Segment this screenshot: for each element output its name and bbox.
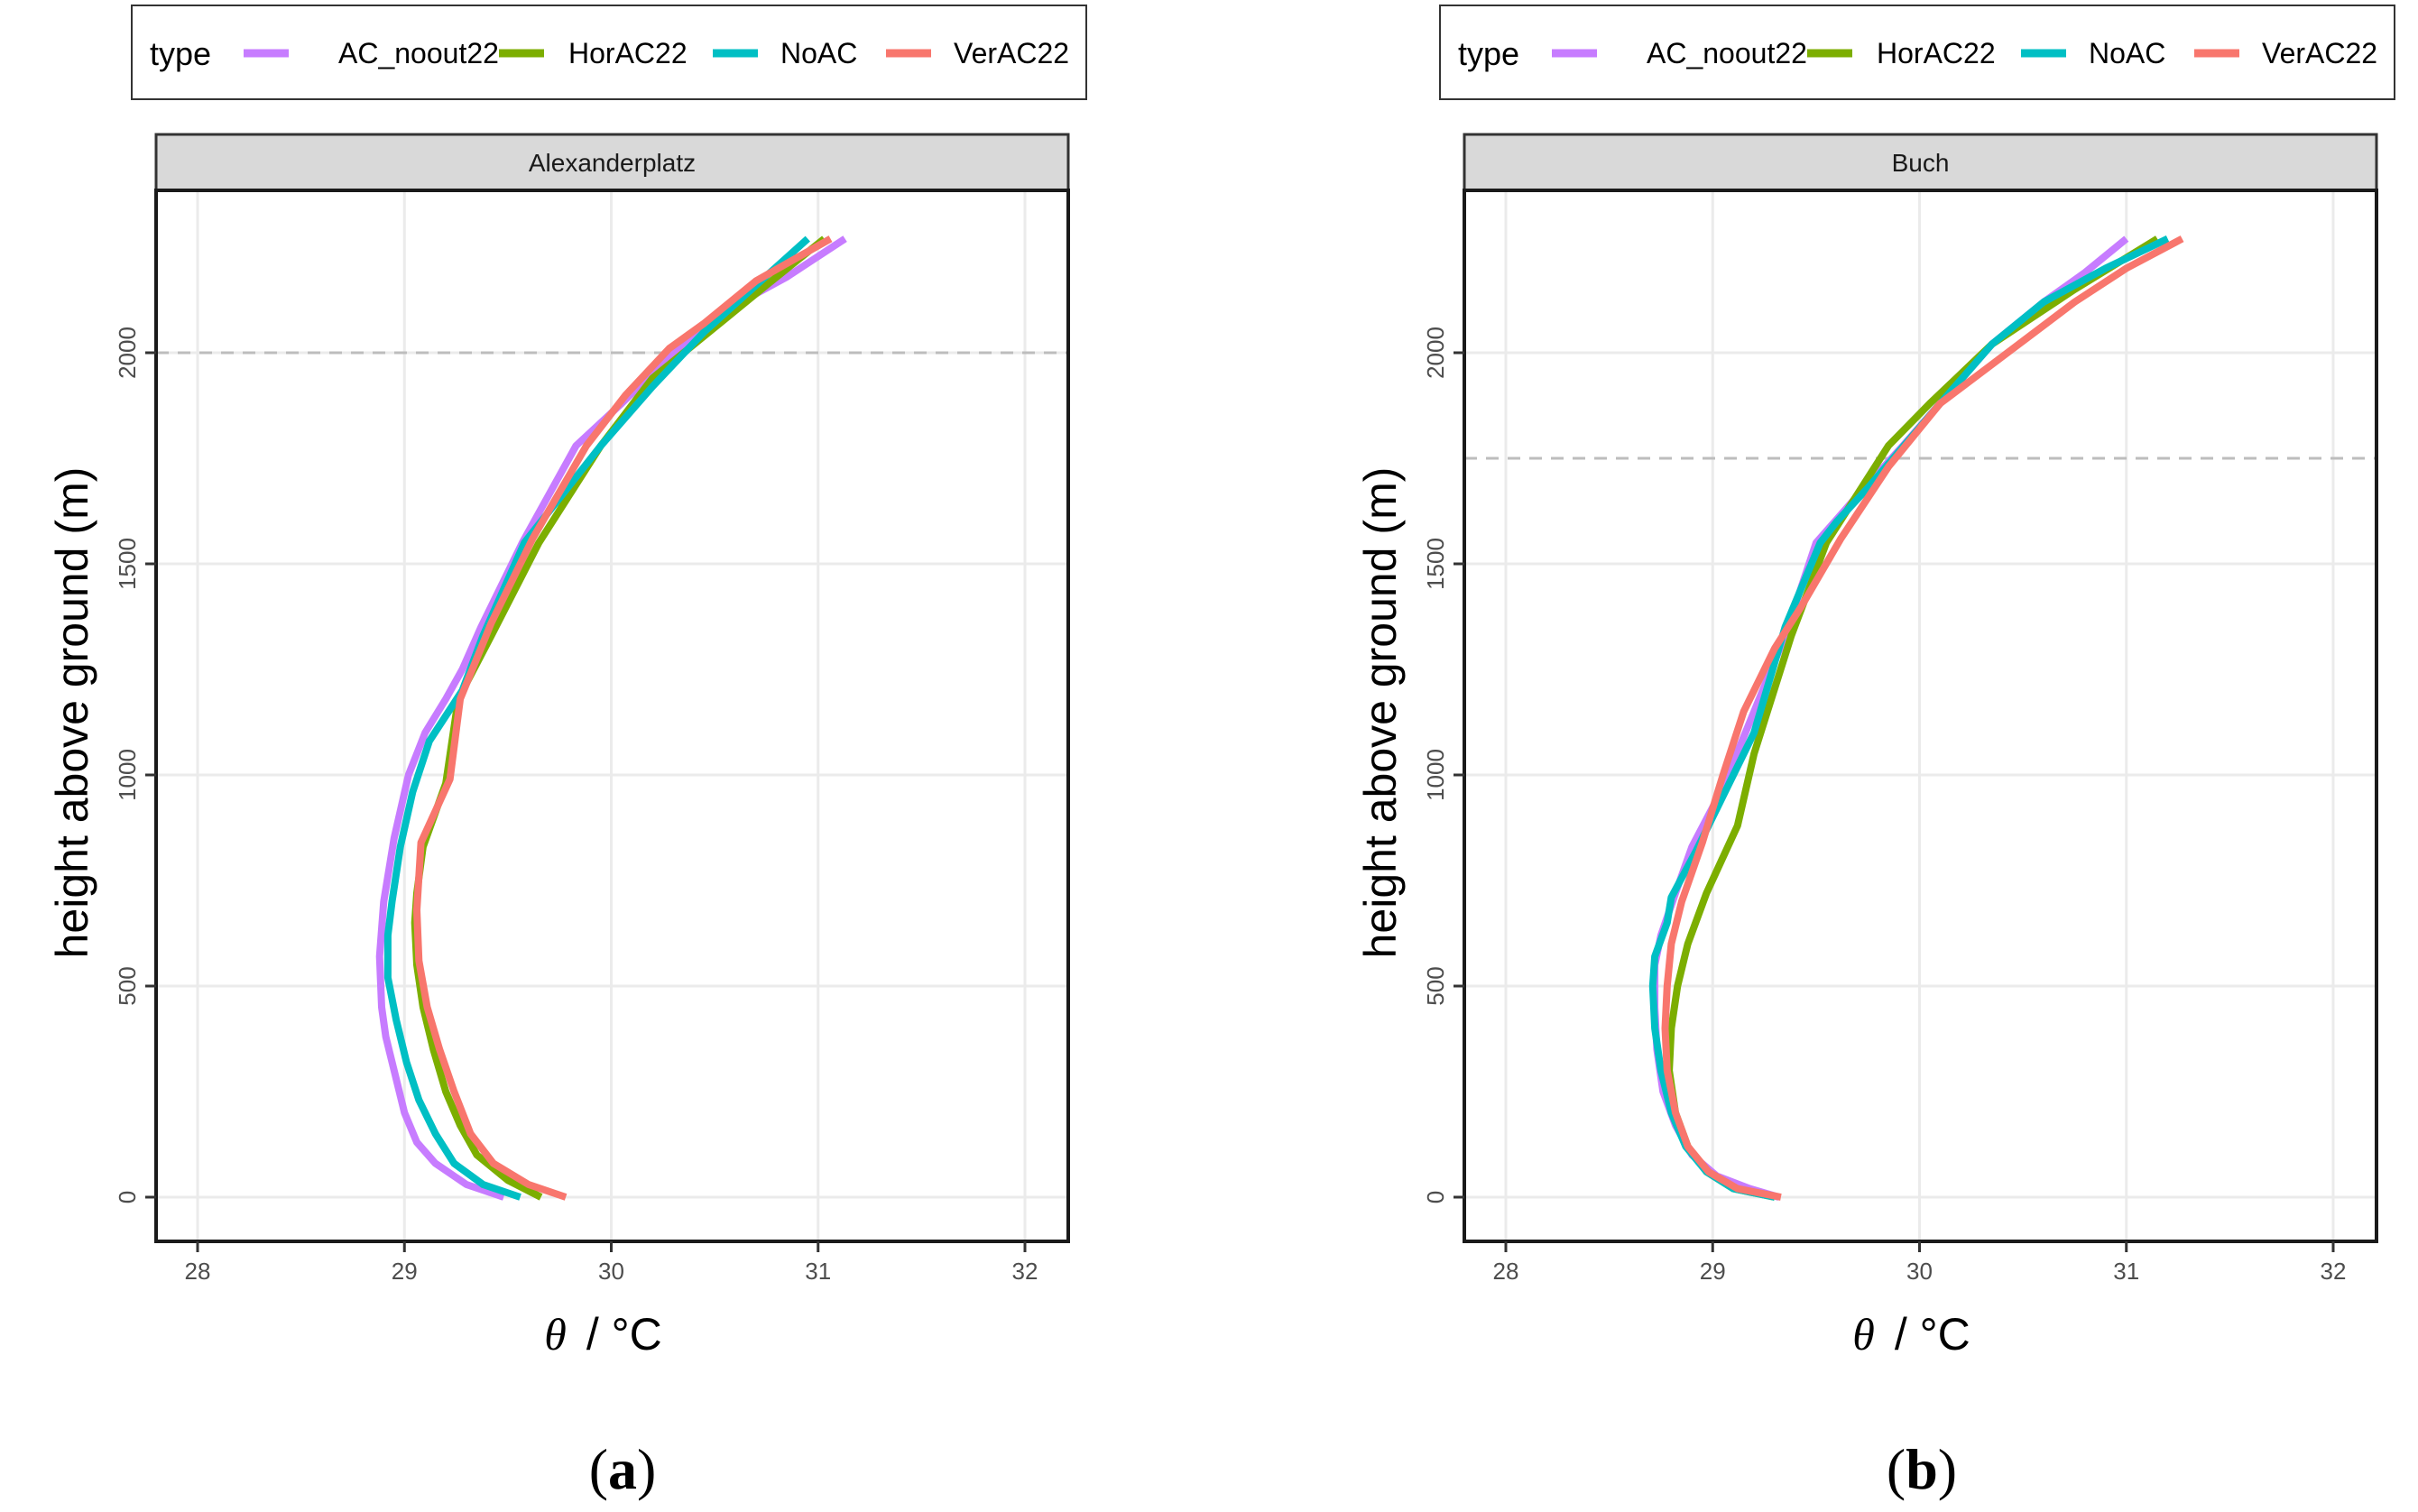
panel-caption: (a)	[589, 1437, 657, 1501]
legend-label-noac: NoAC	[780, 37, 857, 69]
y-tick-label: 1000	[114, 749, 141, 801]
series-line-verac22	[413, 235, 833, 1201]
x-tick-label: 28	[1493, 1258, 1519, 1285]
legend-label-verac22: VerAC22	[954, 37, 1069, 69]
panel-caption-close: )	[637, 1437, 656, 1501]
x-tick-label: 31	[2113, 1258, 2139, 1285]
panel-caption-open: (	[589, 1437, 608, 1501]
panel-caption-close: )	[1938, 1437, 1957, 1501]
y-tick-label: 0	[1422, 1191, 1449, 1203]
x-axis-title-unit: / °C	[586, 1309, 662, 1360]
y-axis-title: height above ground (m)	[47, 467, 97, 959]
facet-strip	[1463, 133, 2378, 192]
x-tick-label: 29	[392, 1258, 418, 1285]
y-tick-label: 1000	[1422, 749, 1449, 801]
x-tick-label: 30	[1906, 1258, 1933, 1285]
series-line-ac-noout22	[375, 235, 847, 1201]
chart-panel-b: type AC_noout22 HorAC22 NoAC VerAC22 Buch 28 29…	[1355, 5, 2395, 1501]
y-tick-label: 500	[114, 966, 141, 1005]
series-line-verac22	[1661, 235, 2184, 1201]
y-tick-label: 1500	[114, 538, 141, 590]
y-tick-label: 1500	[1422, 538, 1449, 590]
x-axis-title-symbol: θ	[544, 1309, 567, 1360]
legend-title: type	[1458, 35, 1519, 72]
x-tick-label: 31	[805, 1258, 831, 1285]
y-axis-title: height above ground (m)	[1355, 467, 1406, 959]
x-axis-title: θ / °C	[1852, 1309, 1970, 1360]
panel-caption-open: (	[1887, 1437, 1906, 1501]
legend: type AC_noout22 HorAC22 NoAC VerAC22	[1439, 5, 2395, 100]
legend: type AC_noout22 HorAC22 NoAC VerAC22	[131, 5, 1087, 100]
legend-label-ac-noout22: AC_noout22	[338, 37, 499, 69]
panel-caption-letter: a	[608, 1437, 637, 1501]
x-tick-label: 32	[2321, 1258, 2347, 1285]
panel-caption-letter: b	[1906, 1437, 1938, 1501]
legend-label-horac22: HorAC22	[1877, 37, 1996, 69]
plot-area	[1464, 190, 2376, 1241]
legend-label-horac22: HorAC22	[568, 37, 688, 69]
x-tick-label: 28	[185, 1258, 211, 1285]
facet-title: Alexanderplatz	[529, 149, 696, 177]
y-tick-label: 2000	[114, 327, 141, 379]
legend-label-verac22: VerAC22	[2262, 37, 2377, 69]
y-tick-label: 2000	[1422, 327, 1449, 379]
legend-label-noac: NoAC	[2089, 37, 2165, 69]
x-tick-label: 29	[1700, 1258, 1726, 1285]
legend-label-ac-noout22: AC_noout22	[1647, 37, 1807, 69]
facet-title: Buch	[1892, 149, 1950, 177]
x-axis-title-unit: / °C	[1895, 1309, 1970, 1360]
x-tick-label: 32	[1012, 1258, 1038, 1285]
series-line-noac	[383, 235, 810, 1201]
plot-area	[156, 190, 1068, 1241]
x-tick-label: 30	[598, 1258, 624, 1285]
y-tick-label: 500	[1422, 966, 1449, 1005]
chart-panel-a: type AC_noout22 HorAC22 NoAC VerAC22 Alexande…	[47, 5, 1087, 1501]
y-tick-label: 0	[114, 1191, 141, 1203]
legend-title: type	[150, 35, 211, 72]
x-axis-title-symbol: θ	[1852, 1309, 1875, 1360]
x-axis-title: θ / °C	[544, 1309, 661, 1360]
panel-caption: (b)	[1887, 1437, 1957, 1501]
